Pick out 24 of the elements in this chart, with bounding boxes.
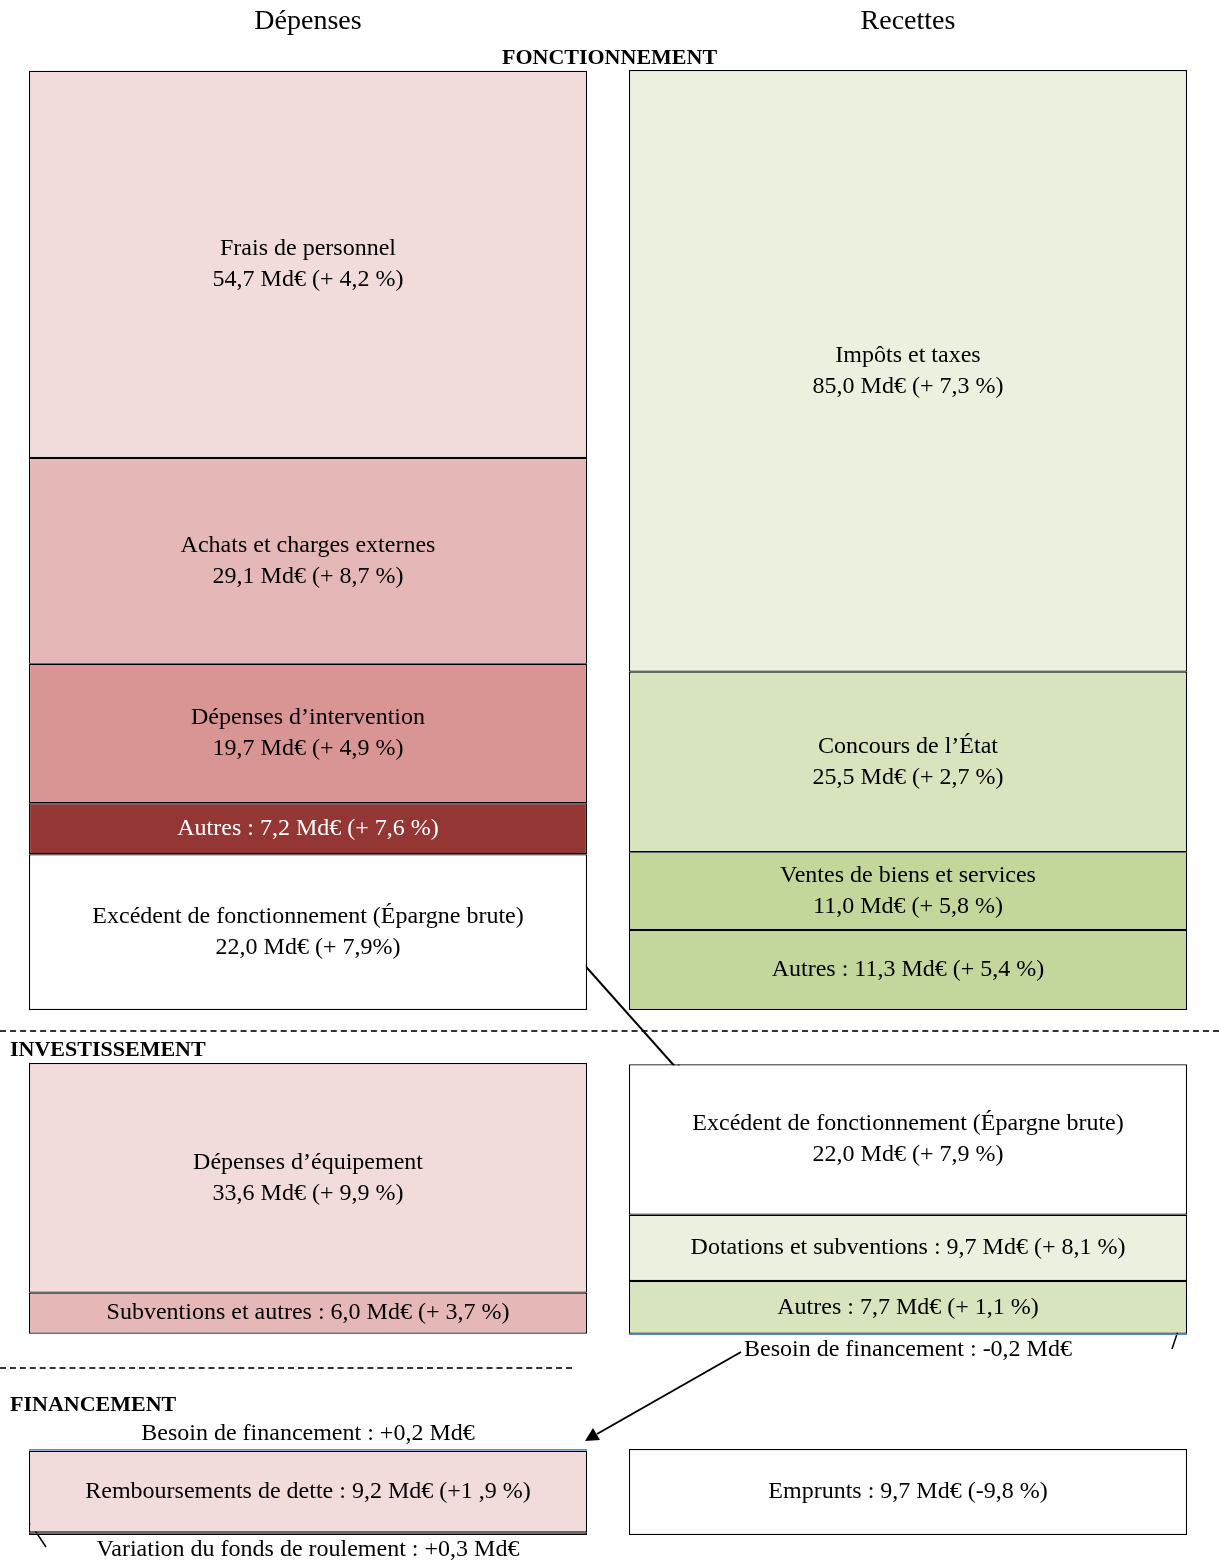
data-label: Remboursements de dette : 9,2 Md€ (+1 ,9 %) bbox=[85, 1476, 531, 1503]
x-tick-label: Dépenses bbox=[254, 3, 362, 35]
data-label: Dépenses d’équipement 33,6 Md€ (+ 9,9 %) bbox=[193, 1147, 424, 1205]
data-label: Besoin de financement : -0,2 Md€ bbox=[744, 1335, 1072, 1362]
data-label: Autres : 7,2 Md€ (+ 7,6 %) bbox=[177, 814, 439, 841]
data-label: Excédent de fonctionnement (Épargne brute) 22,0 Md€ (+ 7,9%) bbox=[92, 901, 524, 959]
data-label: Subventions et autres : 6,0 Md€ (+ 3,7 %) bbox=[106, 1298, 510, 1325]
chart-title: FINANCEMENT bbox=[10, 1391, 177, 1417]
data-label: Variation du fonds de roulement : +0,3 Md€ bbox=[96, 1535, 520, 1561]
data-label: Excédent de fonctionnement (Épargne brute) 22,0 Md€ (+ 7,9 %) bbox=[692, 1109, 1124, 1167]
data-label: Frais de personnel 54,7 Md€ (+ 4,2 %) bbox=[212, 234, 404, 292]
chart-title: FONCTIONNEMENT bbox=[500, 44, 719, 70]
data-label: Dotations et subventions : 9,7 Md€ (+ 8,1 %) bbox=[690, 1233, 1126, 1260]
data-label: Besoin de financement : +0,2 Md€ bbox=[141, 1419, 475, 1446]
data-label: Emprunts : 9,7 Md€ (-9,8 %) bbox=[768, 1477, 1048, 1504]
data-label: Dépenses d’intervention 19,7 Md€ (+ 4,9 %) bbox=[191, 703, 425, 761]
chart-title: INVESTISSEMENT bbox=[10, 1036, 206, 1062]
data-label: Autres : 11,3 Md€ (+ 5,4 %) bbox=[771, 955, 1045, 982]
data-label: Autres : 7,7 Md€ (+ 1,1 %) bbox=[777, 1292, 1039, 1319]
data-label: Achats et charges externes 29,1 Md€ (+ 8,7 %) bbox=[180, 530, 436, 588]
data-label: Impôts et taxes 85,0 Md€ (+ 7,3 %) bbox=[812, 340, 1004, 398]
x-tick-label: Recettes bbox=[860, 3, 956, 35]
data-label: Ventes de biens et services 11,0 Md€ (+ 5,8 %) bbox=[780, 860, 1036, 918]
data-label: Concours de l’État 25,5 Md€ (+ 2,7 %) bbox=[812, 731, 1004, 789]
